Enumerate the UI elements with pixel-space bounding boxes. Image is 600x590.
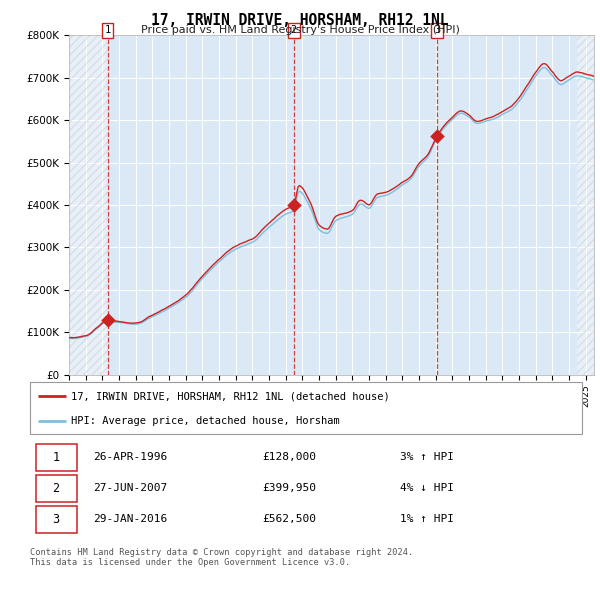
Text: 3: 3 xyxy=(52,513,59,526)
FancyBboxPatch shape xyxy=(35,475,77,502)
Text: 1: 1 xyxy=(104,25,111,35)
Polygon shape xyxy=(69,35,107,375)
Point xyxy=(432,132,442,141)
FancyBboxPatch shape xyxy=(30,382,582,434)
Text: 3% ↑ HPI: 3% ↑ HPI xyxy=(400,453,454,462)
Text: 2: 2 xyxy=(291,25,297,35)
FancyBboxPatch shape xyxy=(35,506,77,533)
Point xyxy=(289,201,299,210)
Text: HPI: Average price, detached house, Horsham: HPI: Average price, detached house, Hors… xyxy=(71,416,340,425)
Text: 4% ↓ HPI: 4% ↓ HPI xyxy=(400,483,454,493)
Text: Price paid vs. HM Land Registry's House Price Index (HPI): Price paid vs. HM Land Registry's House … xyxy=(140,25,460,35)
Text: 1% ↑ HPI: 1% ↑ HPI xyxy=(400,514,454,524)
Text: 27-JUN-2007: 27-JUN-2007 xyxy=(94,483,168,493)
Text: 17, IRWIN DRIVE, HORSHAM, RH12 1NL (detached house): 17, IRWIN DRIVE, HORSHAM, RH12 1NL (deta… xyxy=(71,391,390,401)
Text: £399,950: £399,950 xyxy=(262,483,316,493)
FancyBboxPatch shape xyxy=(35,444,77,471)
Text: 17, IRWIN DRIVE, HORSHAM, RH12 1NL: 17, IRWIN DRIVE, HORSHAM, RH12 1NL xyxy=(151,13,449,28)
Polygon shape xyxy=(577,35,594,375)
Text: Contains HM Land Registry data © Crown copyright and database right 2024.
This d: Contains HM Land Registry data © Crown c… xyxy=(30,548,413,567)
Text: 2: 2 xyxy=(52,481,59,495)
Text: 3: 3 xyxy=(434,25,440,35)
Text: 29-JAN-2016: 29-JAN-2016 xyxy=(94,514,168,524)
Text: 26-APR-1996: 26-APR-1996 xyxy=(94,453,168,462)
Text: 1: 1 xyxy=(52,451,59,464)
Text: £128,000: £128,000 xyxy=(262,453,316,462)
Text: £562,500: £562,500 xyxy=(262,514,316,524)
Point xyxy=(103,316,112,325)
